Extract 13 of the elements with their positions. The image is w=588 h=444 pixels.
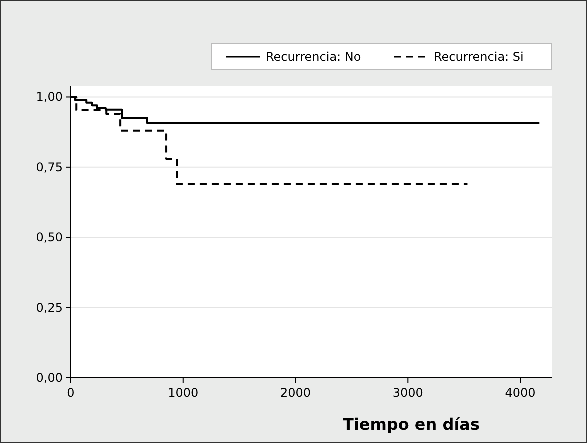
legend-label: Recurrencia: Si [434, 50, 524, 64]
y-tick-label: 1,00 [36, 90, 63, 104]
x-tick-label: 3000 [392, 386, 424, 400]
x-axis-title: Tiempo en días [342, 415, 480, 434]
y-tick-label: 0,25 [36, 300, 63, 315]
y-tick-label: 0,75 [36, 160, 63, 174]
y-tick-label: 0,00 [36, 371, 63, 385]
y-tick-label: 0,50 [36, 230, 63, 245]
legend-label: Recurrencia: No [266, 50, 362, 64]
x-tick-label: 0 [67, 386, 75, 400]
x-tick-label: 1000 [168, 386, 199, 400]
x-tick-label: 2000 [280, 386, 312, 400]
x-tick-label: 4000 [505, 386, 536, 400]
